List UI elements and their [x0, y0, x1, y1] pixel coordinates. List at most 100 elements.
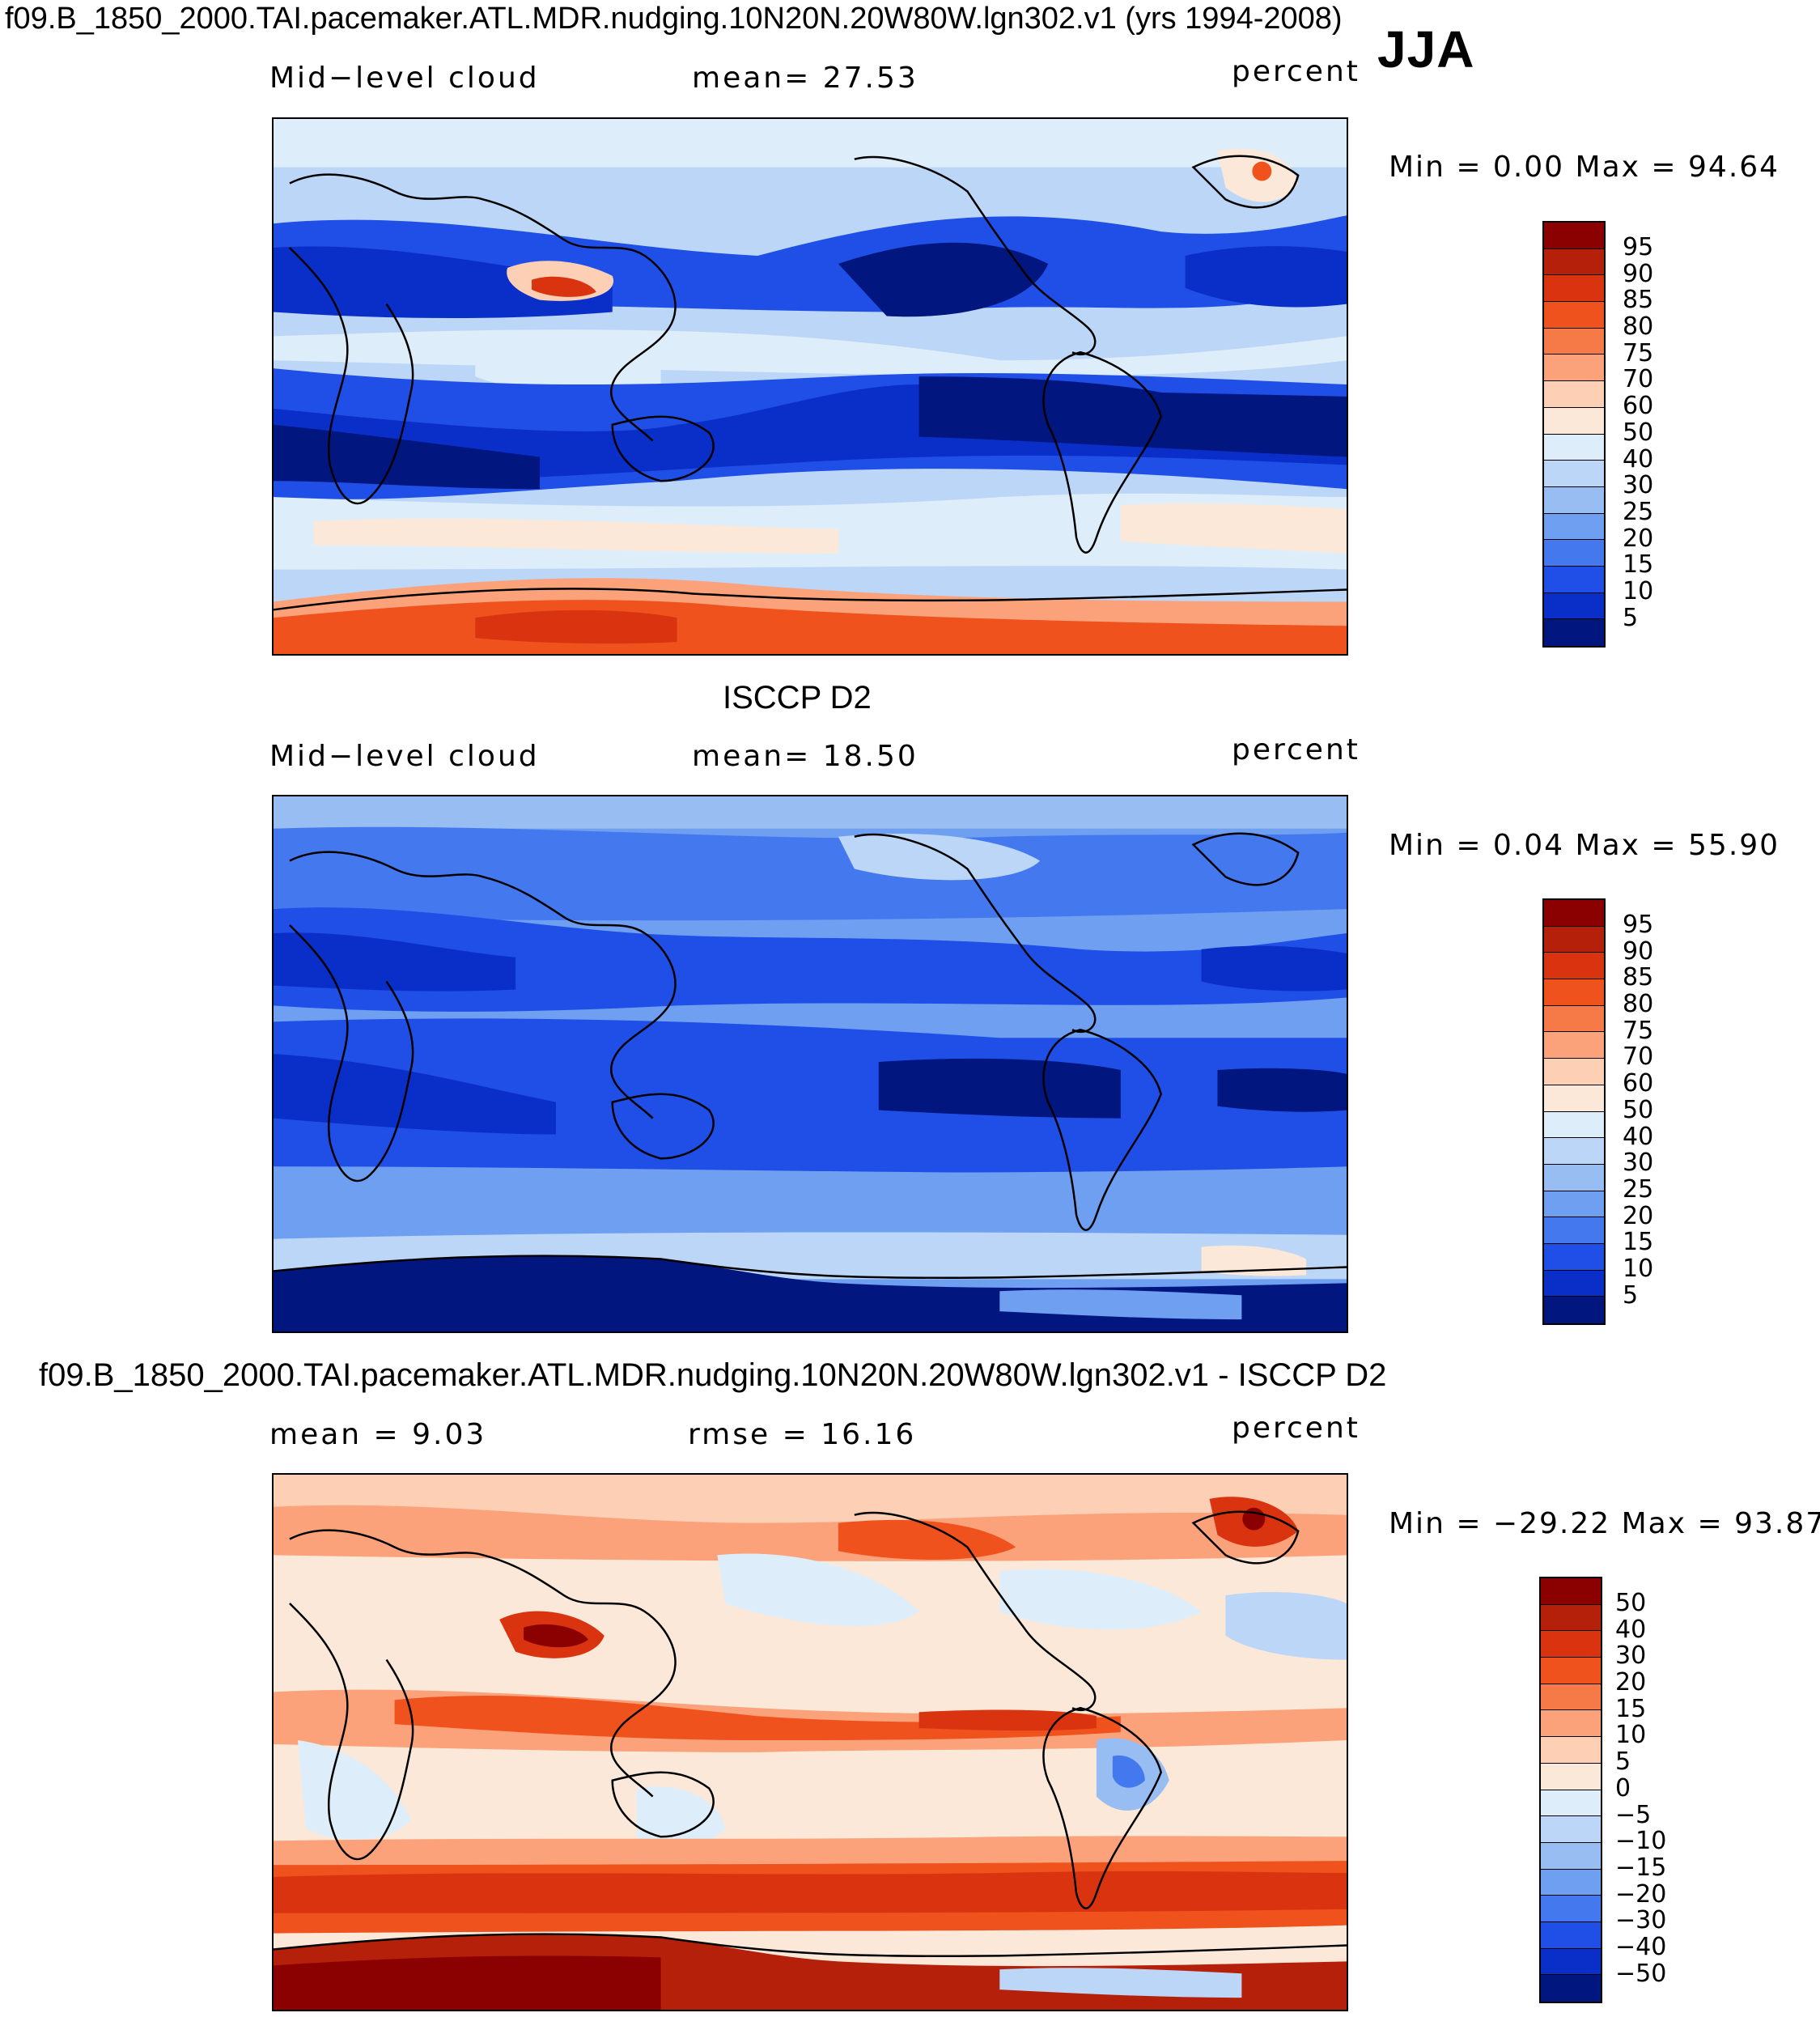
colorbar-tick: 30	[1615, 1641, 1647, 1671]
colorbar-cell	[1544, 540, 1604, 567]
colorbar-cell	[1544, 1243, 1604, 1271]
panel1-colorbar	[1542, 221, 1606, 648]
colorbar-tick: 80	[1623, 312, 1654, 342]
colorbar-cell	[1544, 592, 1604, 620]
colorbar-tick: 85	[1623, 963, 1654, 992]
panel2-title: ISCCP D2	[723, 680, 872, 716]
colorbar-tick: 60	[1623, 1069, 1654, 1098]
panel3-units: percent	[1232, 1412, 1360, 1445]
colorbar-cell	[1541, 1710, 1601, 1738]
panel2-variable: Mid−level cloud	[269, 740, 540, 773]
colorbar-cell	[1541, 1975, 1601, 2002]
panel3-minmax: Min = −29.22 Max = 93.87	[1389, 1507, 1820, 1540]
colorbar-cell	[1544, 619, 1604, 646]
colorbar-tick: −15	[1615, 1853, 1667, 1882]
colorbar-tick: 95	[1623, 911, 1654, 939]
panel3-map-svg	[274, 1475, 1347, 2010]
colorbar-cell	[1544, 1217, 1604, 1244]
colorbar-cell	[1544, 926, 1604, 953]
panel3-mean: mean = 9.03	[269, 1418, 487, 1451]
colorbar-tick: 75	[1623, 1016, 1654, 1045]
colorbar-cell	[1544, 513, 1604, 541]
colorbar-cell	[1544, 434, 1604, 461]
colorbar-tick: −30	[1615, 1906, 1667, 1935]
colorbar-cell	[1544, 1191, 1604, 1218]
colorbar-tick: 15	[1623, 550, 1654, 580]
colorbar-cell	[1541, 1684, 1601, 1711]
colorbar-tick: 30	[1623, 471, 1654, 500]
colorbar-cell	[1544, 223, 1604, 249]
panel3-colorbar	[1539, 1577, 1602, 2003]
panel1-units: percent	[1232, 55, 1360, 88]
colorbar-tick: 60	[1623, 392, 1654, 421]
panel1-mean: mean= 27.53	[692, 62, 918, 95]
colorbar-cell	[1544, 566, 1604, 593]
colorbar-tick: 15	[1615, 1694, 1647, 1723]
panel2-map	[272, 795, 1348, 1333]
colorbar-cell	[1544, 1164, 1604, 1191]
panel3-title: f09.B_1850_2000.TAI.pacemaker.ATL.MDR.nu…	[39, 1357, 1387, 1393]
colorbar-cell	[1541, 1631, 1601, 1658]
colorbar-cell	[1544, 407, 1604, 435]
colorbar-tick: 5	[1623, 1280, 1639, 1310]
panel2-map-svg	[274, 796, 1347, 1331]
colorbar-cell	[1544, 461, 1604, 487]
panel3-map	[272, 1473, 1348, 2011]
colorbar-cell	[1544, 979, 1604, 1006]
panel2-mean: mean= 18.50	[692, 740, 918, 773]
colorbar-cell	[1541, 1948, 1601, 1976]
panel2-colorbar-labels: 95 90 85 80 75 70 60 50 40 30 25 20 15 1…	[1623, 911, 1654, 1310]
panel3-rmse: rmse = 16.16	[688, 1418, 917, 1451]
colorbar-tick: 50	[1623, 418, 1654, 447]
colorbar-cell	[1544, 381, 1604, 408]
colorbar-tick: 5	[1615, 1747, 1631, 1777]
colorbar-cell	[1544, 1297, 1604, 1323]
colorbar-cell	[1544, 1059, 1604, 1085]
colorbar-tick: 40	[1623, 1122, 1654, 1151]
colorbar-cell	[1544, 1005, 1604, 1033]
colorbar-cell	[1544, 953, 1604, 980]
colorbar-cell	[1541, 1658, 1601, 1684]
colorbar-cell	[1541, 1869, 1601, 1896]
colorbar-cell	[1544, 302, 1604, 329]
colorbar-tick: 25	[1623, 1174, 1654, 1204]
colorbar-tick: 80	[1623, 990, 1654, 1019]
colorbar-cell	[1541, 1790, 1601, 1817]
panel1-variable: Mid−level cloud	[269, 62, 540, 95]
season-label: JJA	[1377, 20, 1475, 79]
colorbar-tick: 5	[1623, 603, 1639, 632]
colorbar-tick: 20	[1615, 1668, 1647, 1697]
colorbar-cell	[1544, 486, 1604, 514]
colorbar-cell	[1544, 248, 1604, 276]
colorbar-tick: 20	[1623, 524, 1654, 553]
colorbar-cell	[1544, 275, 1604, 303]
colorbar-tick: 75	[1623, 338, 1654, 367]
colorbar-cell	[1541, 1896, 1601, 1922]
colorbar-cell	[1541, 1763, 1601, 1790]
colorbar-tick: −20	[1615, 1879, 1667, 1909]
colorbar-cell	[1544, 328, 1604, 355]
colorbar-tick: 90	[1623, 259, 1654, 288]
colorbar-cell	[1544, 1085, 1604, 1112]
colorbar-tick: 50	[1615, 1589, 1647, 1617]
panel2-units: percent	[1232, 733, 1360, 766]
colorbar-tick: −50	[1615, 1959, 1667, 1988]
colorbar-tick: 10	[1615, 1721, 1647, 1750]
colorbar-cell	[1541, 1921, 1601, 1949]
colorbar-tick: 30	[1623, 1149, 1654, 1178]
colorbar-cell	[1541, 1842, 1601, 1870]
colorbar-tick: 20	[1623, 1201, 1654, 1230]
colorbar-cell	[1544, 900, 1604, 927]
colorbar-cell	[1541, 1578, 1601, 1605]
colorbar-cell	[1541, 1604, 1601, 1632]
panel3-colorbar-labels: 50 40 30 20 15 10 5 0 −5 −10 −15 −20 −30…	[1615, 1590, 1666, 1987]
colorbar-tick: 15	[1623, 1228, 1654, 1257]
panel1-colorbar-labels: 95 90 85 80 75 70 60 50 40 30 25 20 15 1…	[1623, 233, 1654, 632]
colorbar-tick: 90	[1623, 936, 1654, 966]
colorbar-tick: 70	[1623, 365, 1654, 394]
colorbar-cell	[1544, 355, 1604, 382]
colorbar-tick: 0	[1615, 1773, 1631, 1803]
colorbar-tick: 25	[1623, 497, 1654, 526]
colorbar-tick: 40	[1623, 444, 1654, 473]
colorbar-tick: 95	[1623, 233, 1654, 261]
